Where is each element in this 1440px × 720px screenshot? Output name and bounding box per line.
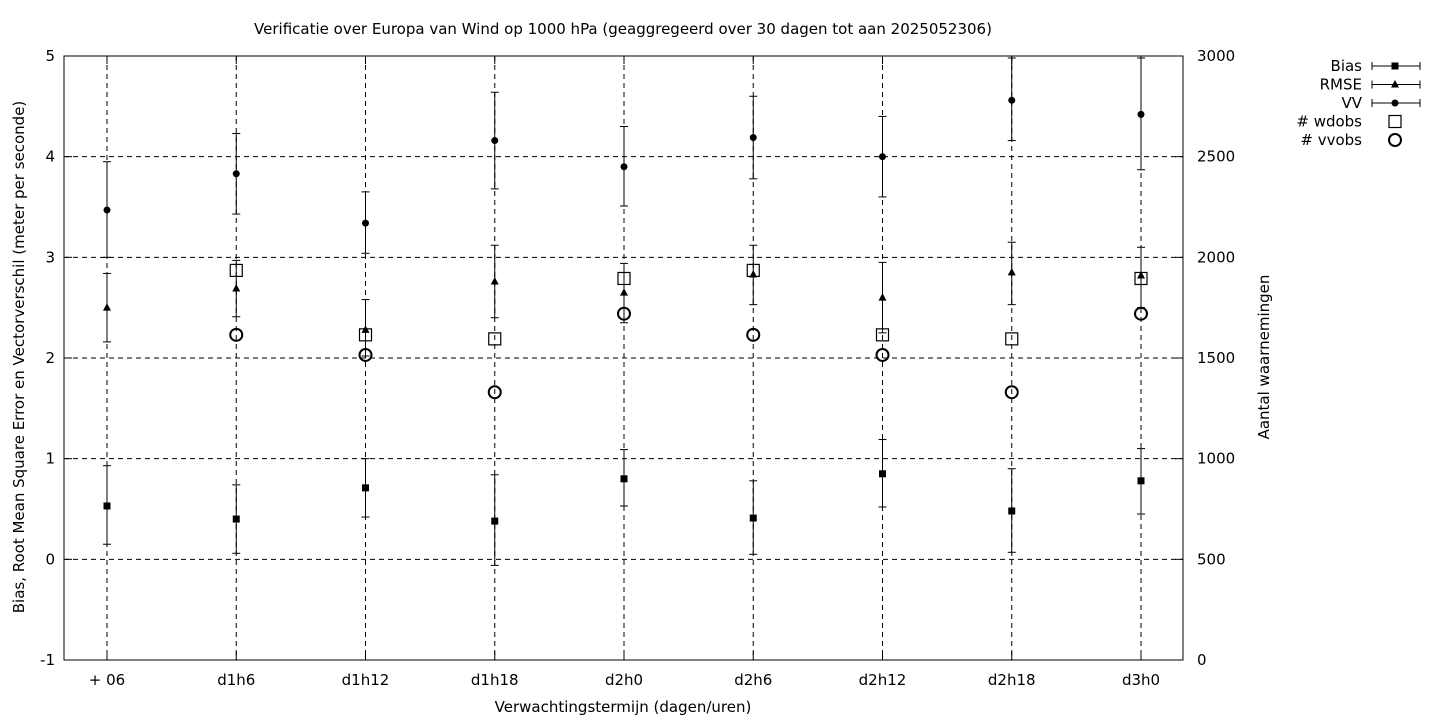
y-tick-label: 1 bbox=[45, 450, 55, 468]
series-bias bbox=[103, 439, 1145, 566]
data-point bbox=[746, 327, 761, 342]
legend-marker bbox=[1388, 114, 1402, 129]
data-point bbox=[617, 306, 631, 321]
data-point bbox=[1134, 306, 1148, 321]
data-point bbox=[103, 303, 111, 311]
plot-area-frame bbox=[63, 55, 1184, 661]
data-point bbox=[232, 515, 240, 523]
y2-tick-label: 2500 bbox=[1197, 148, 1235, 166]
data-point bbox=[232, 170, 240, 178]
data-point bbox=[878, 293, 887, 301]
series-rmse bbox=[103, 241, 1145, 357]
y-tick-label: 4 bbox=[45, 148, 55, 166]
chart-title: Verificatie over Europa van Wind op 1000… bbox=[254, 20, 992, 38]
data-point bbox=[1134, 271, 1148, 286]
series-vvobs bbox=[229, 306, 1148, 400]
x-tick-label: d2h18 bbox=[988, 671, 1036, 689]
data-point bbox=[875, 347, 890, 362]
y2-tick-label: 3000 bbox=[1197, 47, 1235, 65]
data-point bbox=[103, 502, 111, 510]
x-tick-label: d2h0 bbox=[605, 671, 643, 689]
data-point bbox=[487, 385, 502, 400]
legend-marker bbox=[1388, 133, 1402, 147]
data-point bbox=[617, 271, 631, 286]
x-tick-label: d3h0 bbox=[1122, 671, 1160, 689]
data-point bbox=[491, 137, 499, 145]
data-point bbox=[1137, 270, 1145, 279]
data-point bbox=[1008, 507, 1016, 515]
legend-label: # wdobs bbox=[1296, 113, 1362, 131]
data-point bbox=[879, 153, 886, 161]
data-point bbox=[232, 284, 241, 292]
series-layer bbox=[103, 57, 1148, 566]
legend-label: RMSE bbox=[1320, 76, 1362, 94]
data-point bbox=[1137, 110, 1145, 118]
series-wdobs bbox=[229, 263, 1148, 346]
data-point bbox=[620, 288, 628, 296]
data-point bbox=[491, 517, 499, 525]
y-tick-label: -1 bbox=[40, 651, 55, 669]
x-tick-label: d1h18 bbox=[471, 671, 519, 689]
legend-marker bbox=[1391, 80, 1399, 88]
legend-marker bbox=[1391, 99, 1399, 107]
y2-axis-label: Aantal waarnemingen bbox=[1255, 275, 1273, 440]
legend-marker bbox=[1391, 62, 1399, 70]
y-tick-label: 5 bbox=[45, 47, 55, 65]
data-point bbox=[362, 484, 369, 492]
data-point bbox=[749, 134, 757, 142]
data-point bbox=[1004, 385, 1019, 400]
data-point bbox=[229, 263, 243, 278]
y2-tick-label: 1500 bbox=[1197, 349, 1235, 367]
y2-tick-label: 500 bbox=[1197, 550, 1226, 568]
data-point bbox=[746, 263, 760, 278]
series-vv bbox=[103, 57, 1145, 258]
data-point bbox=[1137, 477, 1145, 485]
legend-label: # vvobs bbox=[1300, 131, 1362, 149]
y-tick-label: 2 bbox=[45, 349, 55, 367]
x-tick-label: d2h12 bbox=[859, 671, 907, 689]
data-point bbox=[362, 219, 369, 227]
legend-label: Bias bbox=[1331, 57, 1363, 75]
data-point bbox=[875, 328, 890, 342]
data-point bbox=[749, 269, 758, 278]
legend-label: VV bbox=[1341, 94, 1362, 112]
data-point bbox=[1007, 267, 1016, 276]
data-point bbox=[358, 328, 373, 342]
y2-tick-label: 0 bbox=[1197, 651, 1207, 669]
data-point bbox=[879, 470, 886, 478]
x-axis-label: Verwachtingstermijn (dagen/uren) bbox=[495, 698, 752, 716]
data-point bbox=[620, 475, 628, 483]
data-point bbox=[620, 163, 628, 171]
data-point bbox=[103, 206, 111, 214]
x-tick-label: d1h6 bbox=[217, 671, 255, 689]
y-tick-label: 3 bbox=[45, 248, 55, 266]
y-axis-label: Bias, Root Mean Square Error en Vectorve… bbox=[10, 101, 28, 614]
data-point bbox=[358, 347, 373, 362]
data-point bbox=[229, 327, 244, 342]
x-tick-label: d1h12 bbox=[342, 671, 390, 689]
data-point bbox=[1008, 96, 1016, 104]
y-tick-label: 0 bbox=[45, 550, 55, 568]
axis-ticks: -1 0 1 2 3 4 5 0 500 1000 1500 2000 2500 3000 + 06 d1h6… bbox=[40, 47, 1235, 689]
data-point bbox=[1005, 332, 1019, 346]
y2-tick-label: 1000 bbox=[1197, 450, 1235, 468]
x-tick-label: d2h6 bbox=[734, 671, 772, 689]
data-point bbox=[490, 276, 499, 285]
y2-tick-label: 2000 bbox=[1197, 248, 1235, 266]
data-point bbox=[749, 514, 757, 522]
x-tick-label: + 06 bbox=[89, 671, 125, 689]
data-point bbox=[488, 332, 502, 346]
